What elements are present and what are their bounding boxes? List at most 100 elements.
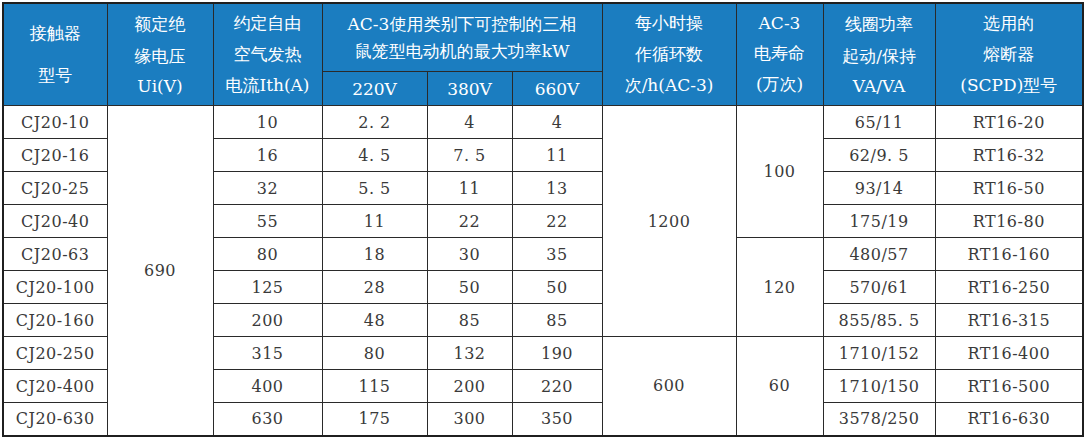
cell-coil: 175/19 [823, 205, 935, 238]
cell-power-220: 115 [322, 370, 427, 403]
cell-life-120: 120 [736, 238, 823, 337]
cell-ith: 16 [213, 139, 322, 172]
header-thermal-current: 约定自由 空气发热 电流Ith(A) [213, 3, 322, 106]
cell-model: CJ20-10 [3, 106, 107, 139]
cell-fuse: RT16-315 [935, 304, 1083, 337]
cell-power-220: 28 [322, 271, 427, 304]
table-header: 接触器 型号 额定绝 缘电压 Ui(V) 约定自由 空气发热 电流Ith(A) [3, 3, 1083, 106]
cell-power-660: 22 [512, 205, 602, 238]
cell-power-220: 48 [322, 304, 427, 337]
cell-model: CJ20-16 [3, 139, 107, 172]
cell-power-380: 200 [427, 370, 512, 403]
header-cycles-line3: 次/h(AC-3) [625, 74, 714, 97]
cell-ith: 125 [213, 271, 322, 304]
cell-power-380: 7. 5 [427, 139, 512, 172]
cell-ith: 10 [213, 106, 322, 139]
header-life-line3: (万次) [756, 73, 803, 96]
cell-ith: 315 [213, 337, 322, 370]
header-380v: 380V [427, 72, 512, 106]
cell-model: CJ20-630 [3, 403, 107, 436]
cell-cycles-high: 1200 [602, 106, 736, 337]
cell-power-380: 85 [427, 304, 512, 337]
header-insulation-line1: 额定绝 [135, 13, 186, 36]
cell-model: CJ20-63 [3, 238, 107, 271]
cell-power-660: 220 [512, 370, 602, 403]
cell-ith: 32 [213, 172, 322, 205]
cell-fuse: RT16-250 [935, 271, 1083, 304]
cell-cycles-low: 600 [602, 337, 736, 436]
table-row: CJ20-10 690 10 2. 2 4 4 1200 100 65/11 R… [3, 106, 1083, 139]
cell-life-60: 60 [736, 337, 823, 436]
cell-fuse: RT16-160 [935, 238, 1083, 271]
cell-model: CJ20-40 [3, 205, 107, 238]
header-model-line2: 型号 [38, 64, 72, 87]
header-max-power-line2: 鼠笼型电动机的最大功率kW [355, 38, 570, 64]
cell-coil: 480/57 [823, 238, 935, 271]
cell-power-380: 132 [427, 337, 512, 370]
cell-fuse: RT16-50 [935, 172, 1083, 205]
cell-fuse: RT16-20 [935, 106, 1083, 139]
cell-coil: 3578/250 [823, 403, 935, 436]
cell-power-660: 350 [512, 403, 602, 436]
cell-coil: 62/9. 5 [823, 139, 935, 172]
cell-power-380: 50 [427, 271, 512, 304]
cell-coil: 1710/150 [823, 370, 935, 403]
header-insulation-voltage: 额定绝 缘电压 Ui(V) [107, 3, 213, 106]
header-thermal-line1: 约定自由 [234, 12, 302, 35]
cell-fuse: RT16-400 [935, 337, 1083, 370]
cell-ui-rated: 690 [107, 106, 213, 436]
cell-fuse: RT16-500 [935, 370, 1083, 403]
cell-power-380: 4 [427, 106, 512, 139]
cell-ith: 200 [213, 304, 322, 337]
cell-model: CJ20-160 [3, 304, 107, 337]
cell-power-380: 300 [427, 403, 512, 436]
header-fuse-type: 选用的 熔断器 (SCPD)型号 [935, 3, 1083, 106]
cell-power-660: 11 [512, 139, 602, 172]
cell-power-380: 30 [427, 238, 512, 271]
header-coil-power: 线圈功率 起动/保持 VA/VA [823, 3, 935, 106]
cell-coil: 1710/152 [823, 337, 935, 370]
cell-power-380: 22 [427, 205, 512, 238]
cell-ith: 400 [213, 370, 322, 403]
header-life-line2: 电寿命 [754, 42, 805, 65]
cell-power-660: 4 [512, 106, 602, 139]
cell-power-660: 13 [512, 172, 602, 205]
header-max-power-group: AC-3使用类别下可控制的三相 鼠笼型电动机的最大功率kW [322, 3, 602, 72]
contactor-spec-table: 接触器 型号 额定绝 缘电压 Ui(V) 约定自由 空气发热 电流Ith(A) [2, 2, 1084, 437]
cell-power-660: 190 [512, 337, 602, 370]
cell-fuse: RT16-80 [935, 205, 1083, 238]
header-insulation-line3: Ui(V) [137, 76, 182, 96]
header-model-line1: 接触器 [30, 22, 81, 45]
cell-coil: 855/85. 5 [823, 304, 935, 337]
header-thermal-line2: 空气发热 [234, 43, 302, 66]
header-cycles-line1: 每小时操 [635, 12, 703, 35]
header-coil-line3: VA/VA [853, 76, 906, 96]
cell-power-660: 35 [512, 238, 602, 271]
header-max-power-line1: AC-3使用类别下可控制的三相 [348, 11, 577, 37]
cell-power-660: 50 [512, 271, 602, 304]
cell-power-380: 11 [427, 172, 512, 205]
header-cycles-per-hour: 每小时操 作循环数 次/h(AC-3) [602, 3, 736, 106]
cell-ith: 55 [213, 205, 322, 238]
cell-power-220: 80 [322, 337, 427, 370]
header-cycles-line2: 作循环数 [635, 43, 703, 66]
cell-ith: 80 [213, 238, 322, 271]
header-fuse-line3: (SCPD)型号 [960, 74, 1057, 97]
header-row-1: 接触器 型号 额定绝 缘电压 Ui(V) 约定自由 空气发热 电流Ith(A) [3, 3, 1083, 72]
cell-life-100: 100 [736, 106, 823, 238]
table-body: CJ20-10 690 10 2. 2 4 4 1200 100 65/11 R… [3, 106, 1083, 436]
cell-power-220: 18 [322, 238, 427, 271]
cell-coil: 65/11 [823, 106, 935, 139]
header-fuse-line2: 熔断器 [983, 43, 1034, 66]
header-electrical-life: AC-3 电寿命 (万次) [736, 3, 823, 106]
header-life-line1: AC-3 [759, 13, 801, 33]
cell-power-660: 85 [512, 304, 602, 337]
header-coil-line1: 线圈功率 [845, 13, 913, 36]
header-thermal-line3: 电流Ith(A) [225, 74, 309, 97]
header-insulation-line2: 缘电压 [135, 45, 186, 68]
cell-model: CJ20-400 [3, 370, 107, 403]
header-coil-line2: 起动/保持 [842, 45, 916, 68]
cell-fuse: RT16-630 [935, 403, 1083, 436]
cell-power-220: 2. 2 [322, 106, 427, 139]
header-660v: 660V [512, 72, 602, 106]
